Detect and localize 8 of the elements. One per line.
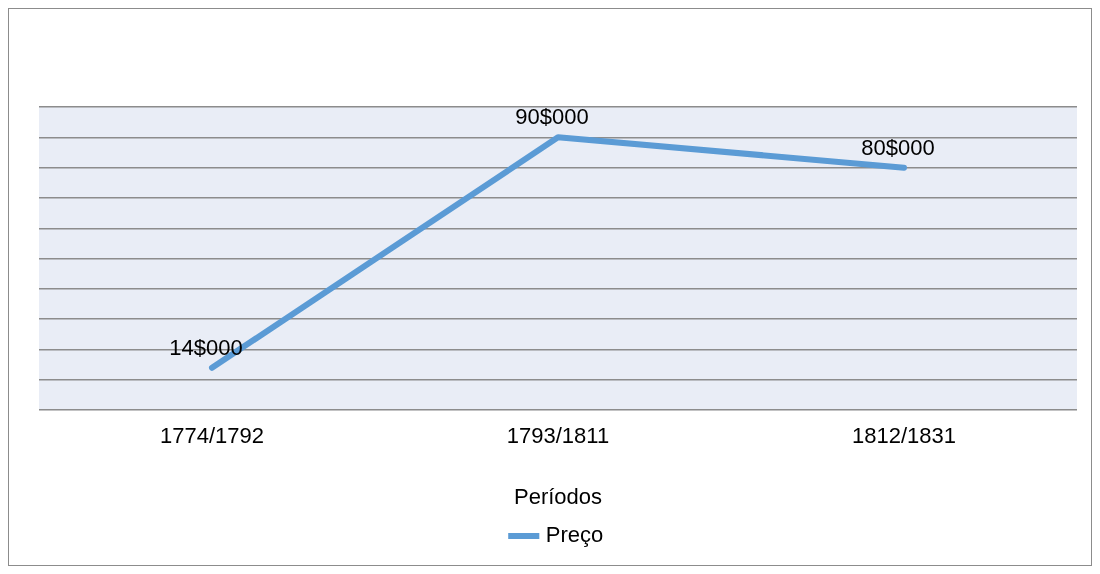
data-label: 14$000 (169, 334, 243, 360)
legend-label: Preço (545, 522, 604, 548)
data-label: 90$000 (515, 104, 589, 130)
x-tick-label: 1793/1811 (506, 423, 610, 449)
x-tick-label: 1774/1792 (160, 423, 264, 449)
x-axis-title: Períodos (513, 483, 603, 509)
data-label: 80$000 (861, 134, 935, 160)
x-tick-label: 1812/1831 (852, 423, 956, 449)
